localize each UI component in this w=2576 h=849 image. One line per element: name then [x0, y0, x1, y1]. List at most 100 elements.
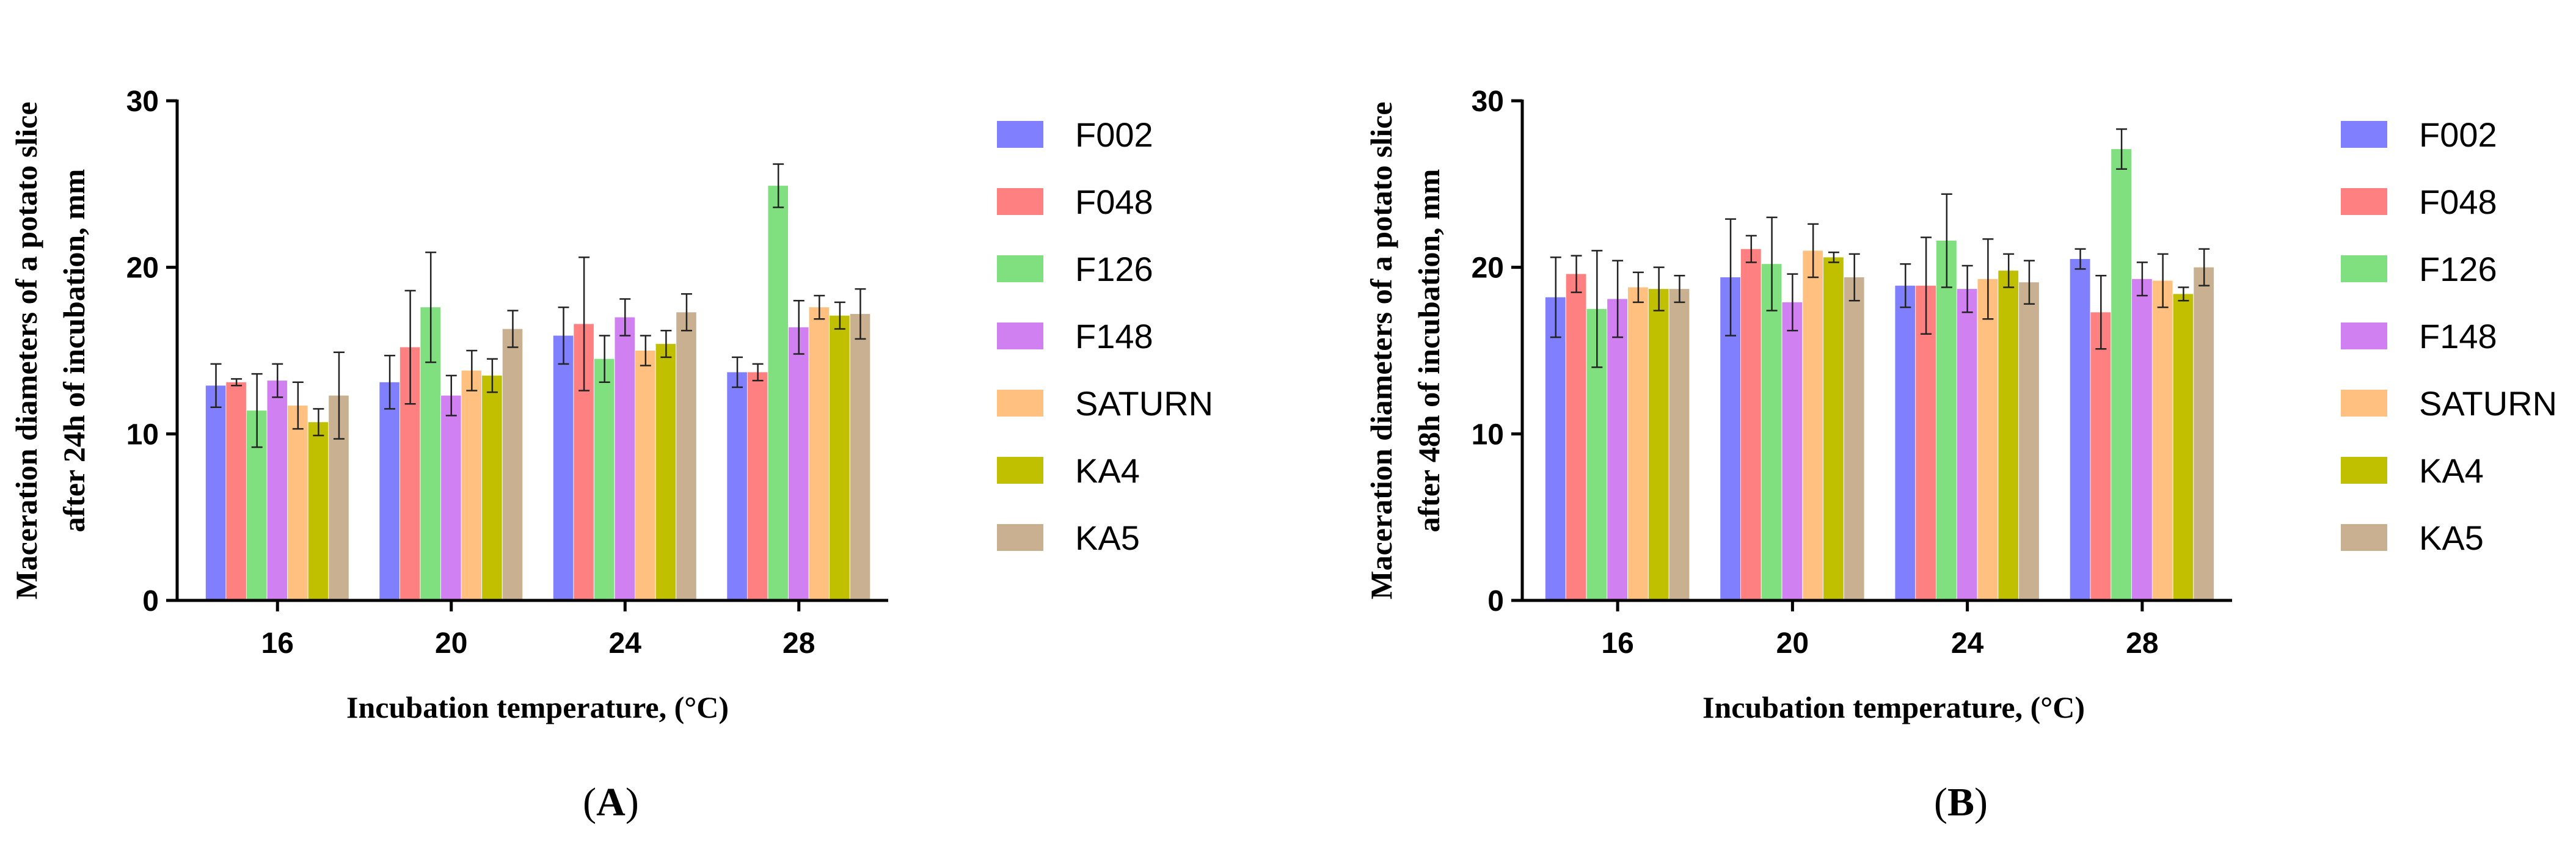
b-error-bar-f126-24	[1941, 193, 1952, 288]
a-bar-f048-16	[226, 382, 246, 600]
b-bar-f126-28	[2111, 149, 2131, 601]
a-error-bar-f126-28	[773, 163, 784, 208]
b-y-tick-label-0: 0	[1487, 585, 1504, 618]
b-legend-item-saturn: SATURN	[2341, 384, 2557, 423]
b-error-bar-ka4-28	[2178, 286, 2189, 302]
b-legend-item-f148: F148	[2341, 317, 2497, 355]
a-error-bar-f002-20	[384, 354, 396, 410]
b-error-bar-ka4-24	[2003, 253, 2015, 288]
a-error-bar-f048-28	[752, 363, 764, 382]
a-y-tick-label-20: 20	[126, 252, 159, 285]
a-x-tick-label-24: 24	[609, 627, 642, 660]
a-x-axis-title: Incubation temperature, (°C)	[346, 690, 729, 724]
a-bar-saturn-20	[461, 370, 482, 600]
b-legend-swatch-saturn	[2341, 390, 2387, 417]
b-bar-f002-28	[2070, 259, 2090, 600]
a-error-bar-f148-28	[793, 299, 805, 355]
a-legend-item-f048: F048	[997, 183, 1153, 221]
a-legend-label-ka5: KA5	[1075, 519, 1140, 557]
b-legend-swatch-f048	[2341, 188, 2387, 215]
b-error-bar-f002-28	[2074, 248, 2086, 270]
b-x-tick-label-24: 24	[1951, 627, 1984, 660]
b-bar-f048-20	[1740, 249, 1761, 600]
a-error-bar-ka4-16	[313, 408, 324, 437]
b-legend-item-f002: F002	[2341, 115, 2497, 154]
b-bar-f148-28	[2132, 279, 2152, 600]
a-legend-label-saturn: SATURN	[1075, 384, 1213, 423]
a-bar-f002-24	[553, 335, 574, 600]
b-error-bar-ka4-20	[1828, 251, 1839, 263]
a-legend-swatch-ka5	[997, 524, 1043, 551]
b-legend-label-ka4: KA4	[2419, 451, 2484, 490]
b-error-bar-f048-20	[1745, 235, 1757, 263]
b-error-bar-saturn-28	[2157, 253, 2169, 308]
b-error-bar-ka5-16	[1674, 275, 1685, 304]
a-bar-ka5-28	[850, 314, 870, 600]
a-legend-item-f002: F002	[997, 115, 1153, 154]
b-bar-f002-16	[1545, 297, 1566, 600]
b-error-bar-ka5-24	[2023, 260, 2035, 305]
a-bar-ka5-24	[676, 312, 696, 600]
a-legend-swatch-f148	[997, 322, 1043, 349]
a-error-bar-f048-16	[231, 378, 243, 387]
a-bar-f148-16	[267, 381, 288, 600]
a-error-bar-f126-20	[425, 251, 437, 363]
b-bar-f126-20	[1761, 264, 1782, 600]
b-bar-f002-24	[1895, 285, 1916, 600]
b-bar-ka5-16	[1669, 289, 1690, 600]
a-legend-item-ka5: KA5	[997, 519, 1140, 557]
b-bar-saturn-28	[2152, 280, 2173, 600]
b-bar-saturn-20	[1803, 250, 1823, 600]
b-error-bar-f002-16	[1550, 257, 1561, 338]
b-bar-ka4-28	[2173, 294, 2194, 600]
b-legend-swatch-f126	[2341, 255, 2387, 282]
b-legend-swatch-f002	[2341, 121, 2387, 148]
b-bar-ka5-20	[1844, 277, 1864, 600]
a-error-bar-f048-20	[404, 290, 416, 405]
a-legend-swatch-f048	[997, 188, 1043, 215]
a-legend-item-f148: F148	[997, 317, 1153, 355]
b-bar-ka4-24	[1998, 271, 2019, 601]
a-legend-swatch-ka4	[997, 457, 1043, 484]
panel-a-chart: 0 10 20 30 16 20 24 28 Maceration diameters of a…	[9, 86, 1213, 825]
b-error-bar-f002-24	[1900, 263, 1911, 308]
b-error-bar-f126-20	[1766, 216, 1778, 312]
b-error-bar-ka5-20	[1848, 253, 1860, 302]
a-bar-f148-20	[441, 395, 461, 600]
a-bar-f002-28	[727, 372, 747, 600]
a-error-bar-f002-28	[732, 356, 743, 388]
b-bar-ka5-24	[2019, 282, 2039, 600]
a-error-bar-ka5-24	[680, 293, 692, 332]
a-error-bar-f126-16	[251, 373, 263, 448]
b-legend-label-f148: F148	[2419, 317, 2497, 355]
a-y-tick-label-0: 0	[142, 585, 159, 618]
b-error-bar-f048-16	[1571, 255, 1582, 293]
b-legend-label-f048: F048	[2419, 183, 2497, 221]
b-legend-label-f002: F002	[2419, 115, 2497, 154]
b-bar-f048-28	[2090, 312, 2111, 600]
a-error-bar-ka4-20	[486, 358, 498, 393]
b-error-bar-ka4-16	[1653, 266, 1665, 312]
b-bar-f148-16	[1607, 299, 1627, 600]
a-legend-label-f126: F126	[1075, 250, 1153, 288]
a-error-bar-f148-16	[272, 363, 283, 398]
b-bar-saturn-24	[1977, 279, 1998, 600]
a-bar-f048-28	[747, 372, 768, 600]
b-bar-f148-24	[1957, 289, 1977, 600]
b-legend-label-ka5: KA5	[2419, 519, 2484, 557]
b-error-bar-f126-28	[2116, 128, 2128, 170]
b-legend-swatch-ka5	[2341, 524, 2387, 551]
b-bar-ka5-28	[2194, 267, 2214, 600]
b-y-tick-label-30: 30	[1472, 86, 1504, 118]
b-error-bar-f148-16	[1612, 260, 1624, 338]
a-legend-label-f048: F048	[1075, 183, 1153, 221]
b-y-tick-label-10: 10	[1472, 418, 1504, 451]
b-error-bar-saturn-20	[1808, 223, 1819, 279]
b-legend-item-f126: F126	[2341, 250, 2497, 288]
b-error-bar-ka5-28	[2198, 248, 2210, 286]
b-error-bar-f148-20	[1787, 273, 1798, 332]
a-legend-label-f148: F148	[1075, 317, 1153, 355]
a-bar-f148-28	[789, 327, 809, 600]
a-legend-swatch-saturn	[997, 390, 1043, 417]
b-error-bar-f148-28	[2136, 261, 2148, 297]
